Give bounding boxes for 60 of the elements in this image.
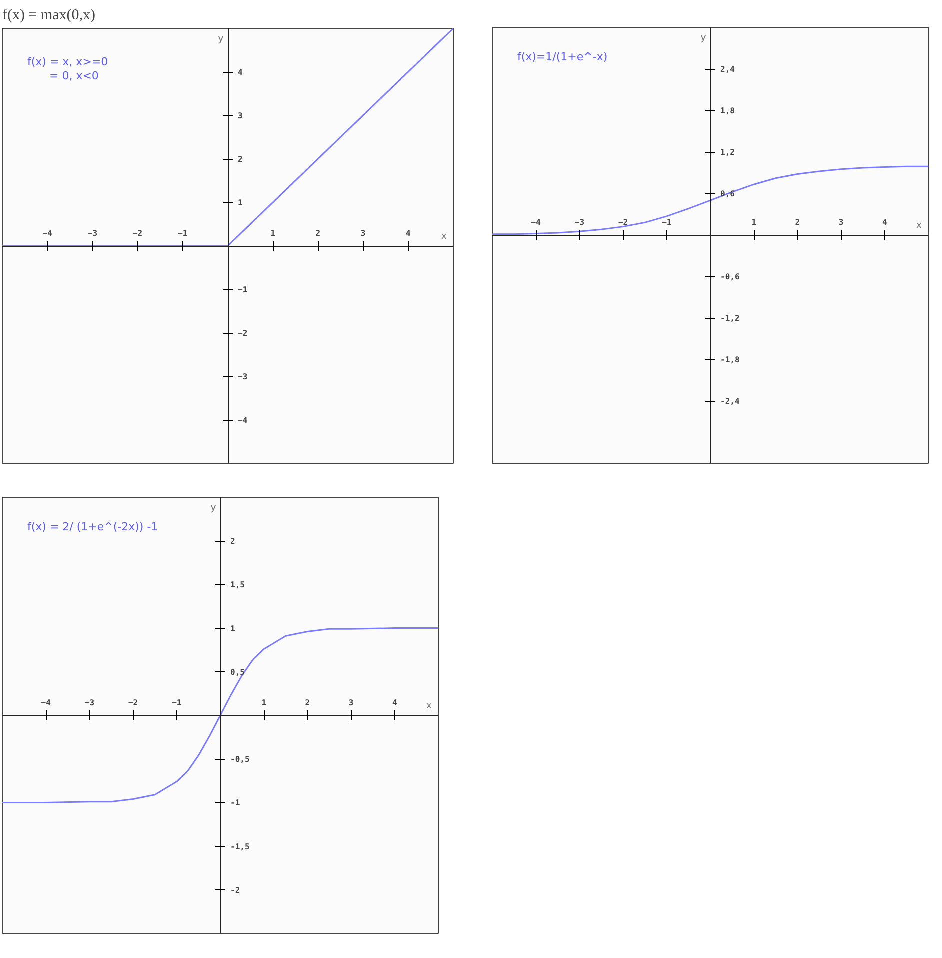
y-tick-label: -2 (230, 886, 240, 895)
x-tick-label: −1 (178, 229, 188, 238)
y-tick-label: 1,8 (720, 106, 736, 116)
x-tick-label: 3 (348, 698, 354, 708)
x-tick-label: −3 (88, 229, 98, 238)
x-tick-label: 4 (392, 698, 398, 708)
y-axis-title: y (700, 32, 706, 44)
x-tick-label: 4 (406, 229, 411, 238)
y-tick-label: -1 (230, 798, 240, 808)
x-axis-title: x (426, 702, 432, 712)
x-tick-label: −3 (574, 218, 585, 228)
y-tick-label: 1,2 (720, 148, 736, 158)
y-tick-label: -2,4 (720, 397, 740, 406)
y-tick-label: -1,2 (720, 314, 740, 324)
x-tick-label: −1 (172, 698, 182, 708)
y-tick-label: 3 (238, 112, 243, 120)
x-tick-label: 1 (262, 698, 267, 708)
x-tick-label: 2 (316, 229, 321, 238)
annotation: f(x) = 2/ (1+e^(-2x)) -1 (28, 520, 158, 534)
x-tick-label: 2 (305, 698, 310, 708)
y-tick-label: 2 (230, 537, 236, 546)
x-tick-label: −3 (84, 698, 95, 708)
x-tick-label: 1 (752, 218, 757, 228)
x-axis-title: x (916, 221, 922, 232)
line-series (492, 166, 928, 236)
line-series (2, 628, 438, 804)
chart-title: f(x) = max(0,x) (2, 8, 96, 24)
y-tick-label: −4 (238, 416, 248, 425)
x-axis-title: x (442, 232, 448, 242)
x-tick-label: −4 (42, 229, 53, 238)
y-tick-label: 1,5 (230, 580, 246, 590)
annotation: f(x) = x, x>=0 (28, 56, 108, 68)
y-axis-title: y (210, 502, 216, 514)
y-tick-label: −2 (238, 329, 248, 338)
y-tick-label: 1 (238, 198, 243, 208)
annotation: f(x)=1/(1+e^-x) (518, 50, 608, 64)
y-tick-label: 1 (230, 624, 236, 634)
x-tick-label: −2 (618, 218, 628, 228)
y-tick-label: 2 (238, 155, 243, 164)
x-tick-label: 1 (270, 229, 276, 238)
y-axis-title: y (218, 34, 224, 44)
y-tick-label: −1 (238, 286, 248, 294)
annotation: = 0, x<0 (50, 70, 99, 82)
x-tick-label: 3 (360, 229, 366, 238)
x-tick-label: −2 (128, 698, 138, 708)
y-tick-label: -1,8 (720, 356, 740, 365)
x-tick-label: −4 (41, 698, 52, 708)
x-tick-label: 3 (838, 218, 844, 228)
y-tick-label: 2,4 (720, 65, 736, 74)
y-tick-label: -1,5 (230, 842, 250, 852)
x-tick-label: 4 (882, 218, 888, 228)
y-tick-label: -0,6 (720, 272, 740, 282)
x-tick-label: −4 (531, 218, 542, 228)
y-tick-label: −3 (238, 372, 248, 382)
y-tick-label: 4 (238, 68, 243, 77)
x-tick-label: −1 (662, 218, 672, 228)
y-tick-label: -0,5 (230, 755, 250, 764)
x-tick-label: 2 (795, 218, 800, 228)
y-tick-label: 0,5 (230, 668, 246, 677)
x-tick-label: −2 (132, 229, 143, 238)
